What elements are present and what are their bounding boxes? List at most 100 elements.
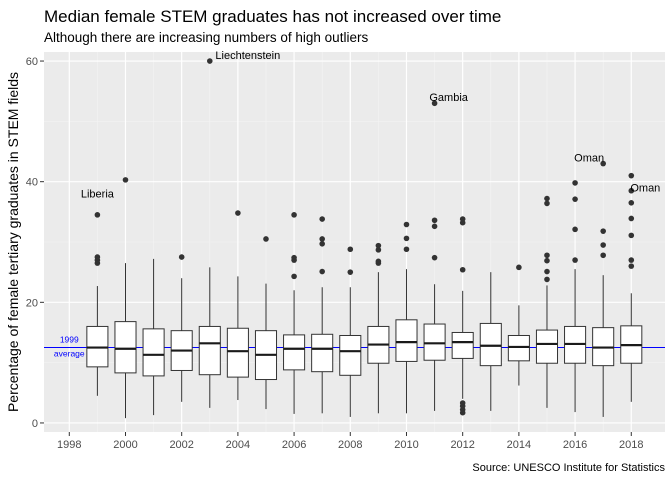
box bbox=[198, 325, 221, 376]
annotations: Liberia Liechtenstein Gambia Oman Oman bbox=[81, 50, 660, 201]
x-tick-label: 2004 bbox=[226, 439, 250, 451]
outlier-point bbox=[628, 187, 635, 194]
outlier-point bbox=[431, 100, 438, 107]
boxplot-2003 bbox=[198, 58, 221, 408]
x-tick-label: 2002 bbox=[169, 439, 193, 451]
x-tick-label: 2000 bbox=[113, 439, 137, 451]
x-tick-label: 2008 bbox=[338, 439, 362, 451]
boxplot-2016 bbox=[564, 180, 587, 413]
outlier-point bbox=[375, 247, 382, 253]
box bbox=[507, 334, 530, 362]
outlier-point bbox=[319, 241, 325, 247]
boxplot-2011 bbox=[423, 100, 446, 411]
boxplot-2009 bbox=[367, 242, 390, 414]
box bbox=[451, 331, 474, 359]
box bbox=[423, 323, 446, 361]
boxplot-2018 bbox=[620, 172, 643, 402]
outlier-point bbox=[347, 246, 354, 253]
x-tick-label: 2014 bbox=[507, 439, 531, 451]
outlier-point bbox=[544, 276, 550, 283]
annotation-label: Oman bbox=[630, 183, 660, 195]
box bbox=[311, 333, 334, 373]
outlier-point bbox=[206, 58, 213, 64]
outlier-point bbox=[628, 263, 635, 269]
box bbox=[114, 321, 137, 374]
box bbox=[339, 334, 362, 376]
box bbox=[535, 329, 559, 364]
annotation-label: Oman bbox=[574, 153, 604, 165]
boxplot-2012 bbox=[451, 216, 474, 416]
chart-subtitle: Although there are increasing numbers of… bbox=[44, 30, 368, 45]
outlier-point bbox=[235, 210, 241, 216]
chart-title: Median female STEM graduates has not inc… bbox=[44, 7, 501, 26]
outlier-point bbox=[94, 254, 101, 260]
outlier-point bbox=[319, 216, 325, 222]
boxplot-2010 bbox=[395, 221, 418, 414]
boxplots bbox=[86, 58, 643, 419]
outlier-point bbox=[628, 172, 635, 179]
boxplot-2001 bbox=[142, 258, 165, 416]
boxplot-2006 bbox=[283, 212, 306, 414]
boxplot-2007 bbox=[311, 216, 334, 414]
annotation-label: Liechtenstein bbox=[215, 50, 280, 62]
x-axis: 1998 2000 2002 2004 2006 2008 2010 2012 2014 2016… bbox=[57, 432, 644, 451]
outlier-point bbox=[319, 236, 325, 242]
box bbox=[395, 319, 418, 362]
x-tick-label: 2012 bbox=[450, 439, 474, 451]
outlier-point bbox=[628, 215, 635, 222]
outlier-point bbox=[600, 252, 606, 259]
outlier-point bbox=[403, 221, 410, 228]
outlier-point bbox=[94, 212, 101, 218]
y-tick-label: 40 bbox=[26, 177, 38, 189]
boxplot-2013 bbox=[479, 272, 502, 411]
outlier-point bbox=[628, 232, 635, 239]
outlier-point bbox=[291, 273, 297, 280]
boxplot-2005 bbox=[254, 236, 278, 410]
x-tick-label: 1998 bbox=[57, 439, 81, 451]
outlier-point bbox=[544, 268, 550, 275]
x-tick-label: 2010 bbox=[394, 439, 418, 451]
box bbox=[283, 334, 306, 371]
outlier-point bbox=[572, 257, 578, 263]
y-axis-label: Percentage of female tertiary graduates … bbox=[5, 72, 21, 412]
outlier-point bbox=[544, 195, 550, 202]
outlier-point bbox=[375, 258, 382, 265]
chart-caption: Source: UNESCO Institute for Statistics bbox=[472, 462, 665, 474]
outlier-point bbox=[572, 180, 578, 186]
boxplot-2002 bbox=[170, 254, 193, 402]
outlier-point bbox=[459, 216, 466, 222]
outlier-point bbox=[178, 254, 185, 260]
boxplot-1999 bbox=[86, 212, 109, 396]
outlier-point bbox=[403, 246, 410, 253]
x-tick-label: 2006 bbox=[282, 439, 306, 451]
outlier-point bbox=[347, 269, 354, 275]
outlier-point bbox=[459, 400, 466, 406]
outlier-point bbox=[291, 254, 297, 261]
annotation-label: Liberia bbox=[81, 189, 115, 201]
outlier-point bbox=[572, 196, 578, 202]
boxplot-2000 bbox=[114, 177, 137, 419]
box bbox=[226, 327, 249, 378]
outlier-point bbox=[291, 212, 297, 218]
outlier-point bbox=[319, 268, 325, 275]
outlier-point bbox=[375, 242, 382, 249]
boxplot-2014 bbox=[507, 264, 530, 386]
reference-label-year: 1999 bbox=[60, 335, 79, 345]
outlier-point bbox=[600, 242, 606, 248]
outlier-point bbox=[263, 236, 269, 242]
y-tick-label: 20 bbox=[26, 297, 38, 309]
outlier-point bbox=[122, 177, 129, 183]
outlier-point bbox=[600, 228, 606, 234]
outlier-point bbox=[628, 199, 635, 206]
boxplot-2015 bbox=[535, 195, 559, 408]
x-tick-label: 2018 bbox=[619, 439, 643, 451]
y-axis: 0 20 40 60 bbox=[26, 56, 44, 430]
boxplot-2004 bbox=[226, 210, 249, 401]
outlier-point bbox=[459, 266, 466, 273]
reference-label-text: average bbox=[54, 349, 85, 359]
outlier-point bbox=[544, 252, 550, 259]
outlier-point bbox=[572, 226, 578, 233]
outlier-point bbox=[431, 254, 438, 261]
outlier-point bbox=[403, 235, 410, 242]
